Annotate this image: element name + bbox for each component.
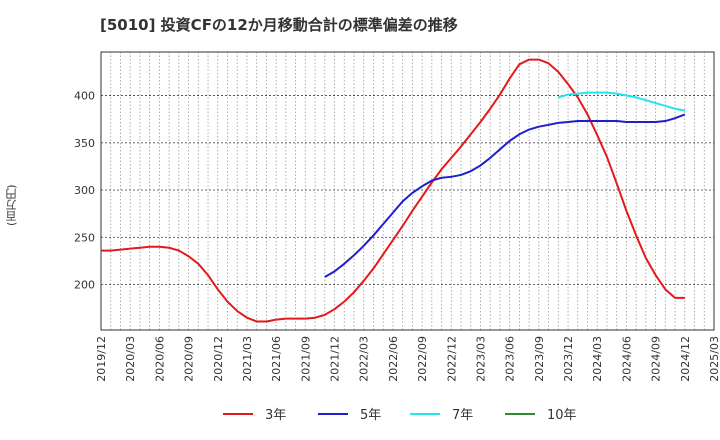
- x-tick-label: 2023/12: [562, 336, 575, 382]
- x-tick-label: 2020/12: [212, 336, 225, 382]
- y-tick-label: 250: [74, 231, 95, 244]
- axis-ticks: 200 250 300 350 400 2019/12 2020/03 2020/06 2020…: [74, 89, 720, 381]
- x-tick-label: 2022/12: [445, 336, 458, 382]
- x-tick-label: 2024/12: [679, 336, 692, 382]
- x-tick-label: 2021/09: [299, 336, 312, 382]
- x-tick-label: 2021/06: [270, 336, 283, 382]
- x-tick-label: 2023/09: [533, 336, 546, 382]
- x-tick-label: 2024/03: [591, 336, 604, 382]
- x-tick-label: 2024/06: [620, 336, 633, 382]
- y-tick-label: 300: [74, 184, 95, 197]
- legend-label-3年: 3年: [265, 408, 286, 423]
- legend-label-5年: 5年: [360, 408, 381, 423]
- x-tick-label: 2024/09: [650, 336, 663, 382]
- y-tick-label: 400: [74, 89, 95, 102]
- plot-area: [100, 51, 715, 331]
- x-tick-label: 2020/09: [183, 336, 196, 382]
- x-tick-label: 2022/06: [387, 336, 400, 382]
- x-tick-label: 2020/06: [153, 336, 166, 382]
- y-tick-label: 350: [74, 137, 95, 150]
- y-tick-label: 200: [74, 279, 95, 292]
- grid-lines: [100, 52, 715, 330]
- legend-label-10年: 10年: [547, 408, 577, 423]
- x-tick-label: 2025/03: [708, 336, 720, 382]
- x-tick-label: 2023/06: [504, 336, 517, 382]
- x-tick-label: 2022/09: [416, 336, 429, 382]
- chart-title: [5010] 投資CFの12か月移動合計の標準偏差の推移: [100, 16, 458, 34]
- x-tick-label: 2022/03: [358, 336, 371, 382]
- x-tick-label: 2021/03: [241, 336, 254, 382]
- x-tick-label: 2019/12: [95, 336, 108, 382]
- x-tick-label: 2021/12: [329, 336, 342, 382]
- series-line-7年: [558, 91, 686, 112]
- series-line-5年: [324, 113, 686, 278]
- legend-label-7年: 7年: [452, 408, 473, 423]
- x-tick-label: 2020/03: [124, 336, 137, 382]
- x-tick-label: 2023/03: [474, 336, 487, 382]
- series-line-3年: [101, 58, 685, 323]
- legend: 3年 5年 7年 10年: [223, 408, 577, 423]
- series-lines: [101, 58, 686, 323]
